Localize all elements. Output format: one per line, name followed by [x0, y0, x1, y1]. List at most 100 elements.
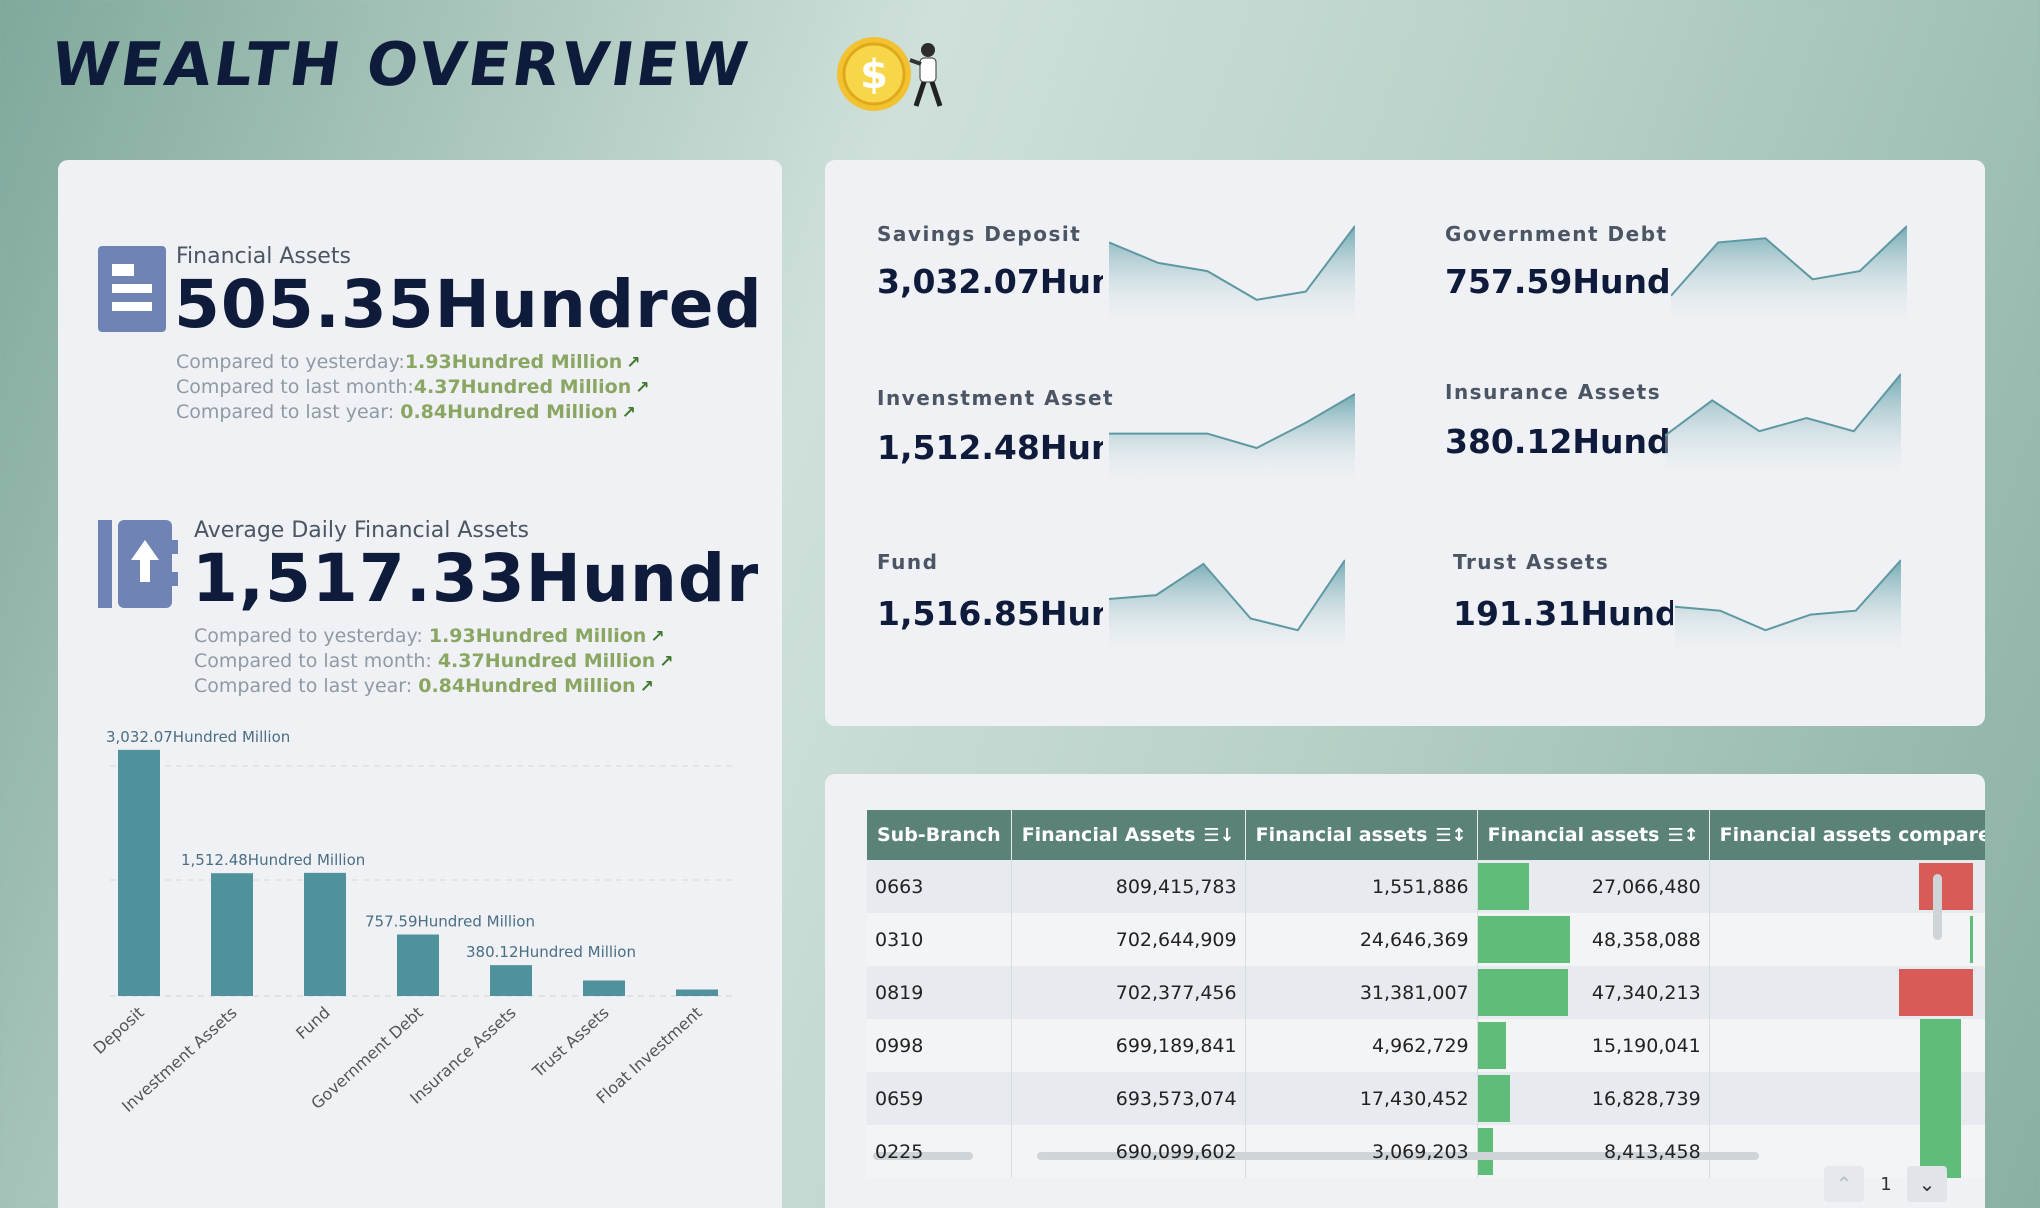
cmp-label: Compared to last month:	[194, 650, 438, 672]
cmp-row: Compared to yesterday:1.93Hundred Millio…	[176, 350, 649, 375]
cell-sub-branch: 0998	[867, 1019, 1012, 1072]
cell-sub-branch: 0310	[867, 913, 1012, 966]
avg-daily-label: Average Daily Financial Assets	[194, 518, 529, 543]
sparkline-line	[1671, 225, 1907, 297]
cell-financial-assets-2: 1,551,886	[1245, 860, 1478, 913]
sparkline-area	[1109, 394, 1355, 482]
comparison-bar	[1919, 863, 1973, 910]
cmp-value: 4.37Hundred Million	[437, 650, 656, 672]
up-arrow-icon: ↗	[635, 378, 650, 398]
col-financial-assets-compared[interactable]: Financial assets compared	[1709, 810, 1985, 860]
col-financial-assets-2[interactable]: Financial assets ☰↕	[1245, 810, 1478, 860]
asset-category-sparklines-panel: Savings Deposit 3,032.07Hundred Million Go…	[825, 160, 1985, 726]
upload-box-icon	[98, 520, 178, 608]
table-row[interactable]: 0998 699,189,841 4,962,729 15,190,041	[867, 1019, 1985, 1072]
table-row[interactable]: 0225 690,099,602 3,069,203 8,413,458	[867, 1125, 1985, 1178]
spark-value: 757.59Hundred Million	[1445, 262, 1671, 301]
cmp-row: Compared to yesterday: 1.93Hundred Milli…	[194, 624, 674, 649]
sparkline-area	[1109, 226, 1355, 324]
page-number: 1	[1880, 1173, 1892, 1195]
avg-daily-kpi: Average Daily Financial Assets 1,517.33H…	[58, 480, 758, 780]
table-row[interactable]: 0663 809,415,783 1,551,886 27,066,480	[867, 860, 1985, 913]
next-page-button[interactable]: ⌄	[1907, 1166, 1947, 1202]
cmp-row: Compared to last year: 0.84Hundred Milli…	[176, 400, 649, 425]
cell-text: 4,962,729	[1371, 1034, 1469, 1057]
cell-financial-assets: 699,189,841	[1011, 1019, 1246, 1072]
bar-trust-assets[interactable]	[583, 980, 625, 996]
horizontal-scrollbar-left[interactable]	[873, 1152, 973, 1160]
up-arrow-icon: ↗	[650, 627, 665, 647]
spark-label: Government Debt	[1445, 222, 1668, 246]
bar-government-debt[interactable]	[397, 934, 439, 996]
sort-desc-icon[interactable]: ☰↓	[1203, 825, 1235, 846]
cell-sub-branch: 0663	[867, 860, 1012, 913]
sparkline	[1665, 373, 1901, 478]
svg-text:$: $	[860, 52, 888, 98]
data-bar	[1477, 1128, 1494, 1175]
category-tick-label: Trust Assets	[528, 1003, 613, 1082]
col-label: Sub-Branch	[877, 824, 1001, 846]
sort-icon[interactable]: ☰↕	[1435, 825, 1467, 846]
document-icon	[98, 246, 166, 332]
bar-float-investment[interactable]	[676, 989, 718, 996]
cell-financial-assets-compared	[1709, 860, 1985, 913]
spark-label: Savings Deposit	[877, 222, 1082, 246]
cell-text: 24,646,369	[1359, 928, 1469, 951]
spark-value: 1,512.48Hundred Million	[877, 428, 1103, 467]
cell-text: 693,573,074	[1115, 1087, 1237, 1110]
cell-financial-assets: 690,099,602	[1011, 1125, 1246, 1178]
cell-text: 16,828,739	[1591, 1087, 1701, 1110]
sparkline-line	[1109, 393, 1355, 450]
sparkline-area	[1665, 374, 1901, 478]
cell-text: 0310	[875, 928, 924, 951]
cmp-label: Compared to last month:	[176, 376, 414, 398]
cell-financial-assets-3: 27,066,480	[1477, 860, 1710, 913]
bar-data-label: 1,512.48Hundred Million	[181, 851, 365, 869]
col-financial-assets[interactable]: Financial Assets ☰↓	[1011, 810, 1246, 860]
table-row[interactable]: 0659 693,573,074 17,430,452 16,828,739	[867, 1072, 1985, 1125]
cell-text: 690,099,602	[1115, 1140, 1237, 1163]
cell-text: 27,066,480	[1591, 875, 1701, 898]
sparkline-area	[1675, 560, 1901, 654]
sparkline-line	[1675, 559, 1901, 632]
sparkline-line	[1109, 559, 1345, 632]
col-financial-assets-3[interactable]: Financial assets ☰↕	[1477, 810, 1710, 860]
table-row[interactable]: 0310 702,644,909 24,646,369 48,358,088	[867, 913, 1985, 966]
col-label: Financial Assets	[1021, 824, 1196, 846]
category-tick-label: Deposit	[90, 1003, 148, 1058]
cell-text: 47,340,213	[1591, 981, 1701, 1004]
data-bar	[1477, 1022, 1507, 1069]
sparkline-area	[1671, 226, 1907, 324]
bar-data-label: 757.59Hundred Million	[365, 913, 535, 931]
bar-deposit[interactable]	[118, 749, 160, 996]
prev-page-button[interactable]: ⌃	[1824, 1166, 1864, 1202]
cell-text: 48,358,088	[1591, 928, 1701, 951]
up-arrow-icon: ↗	[621, 403, 636, 423]
cell-text: 699,189,841	[1115, 1034, 1237, 1057]
spark-label: Insurance Assets	[1445, 380, 1662, 404]
sort-icon[interactable]: ☰↕	[1667, 825, 1699, 846]
cell-sub-branch: 0659	[867, 1072, 1012, 1125]
col-sub-branch[interactable]: Sub-Branch	[867, 810, 1012, 860]
cell-text: 17,430,452	[1359, 1087, 1469, 1110]
cell-text: 15,190,041	[1591, 1034, 1701, 1057]
cell-financial-assets-2: 24,646,369	[1245, 913, 1478, 966]
table-row[interactable]: 0819 702,377,456 31,381,007 47,340,213	[867, 966, 1985, 1019]
cmp-label: Compared to last year:	[176, 401, 401, 423]
cell-financial-assets-2: 4,962,729	[1245, 1019, 1478, 1072]
cell-financial-assets-compared	[1709, 1019, 1985, 1072]
cell-financial-assets-3: 15,190,041	[1477, 1019, 1710, 1072]
bar-fund[interactable]	[304, 872, 346, 996]
cell-text: 31,381,007	[1359, 981, 1469, 1004]
up-arrow-icon: ↗	[639, 677, 654, 697]
sub-branch-table: Sub-Branch Financial Assets ☰↓ Financial …	[867, 810, 1985, 1178]
cell-financial-assets-compared	[1709, 1072, 1985, 1125]
cmp-row: Compared to last year: 0.84Hundred Milli…	[194, 674, 674, 699]
horizontal-scrollbar[interactable]	[1037, 1152, 1759, 1160]
vertical-scrollbar[interactable]	[1933, 874, 1942, 940]
sparkline	[1671, 225, 1907, 324]
bar-investment-assets[interactable]	[211, 873, 253, 996]
cell-text: 0659	[875, 1087, 924, 1110]
cell-financial-assets: 702,377,456	[1011, 966, 1246, 1019]
bar-insurance-assets[interactable]	[490, 965, 532, 996]
